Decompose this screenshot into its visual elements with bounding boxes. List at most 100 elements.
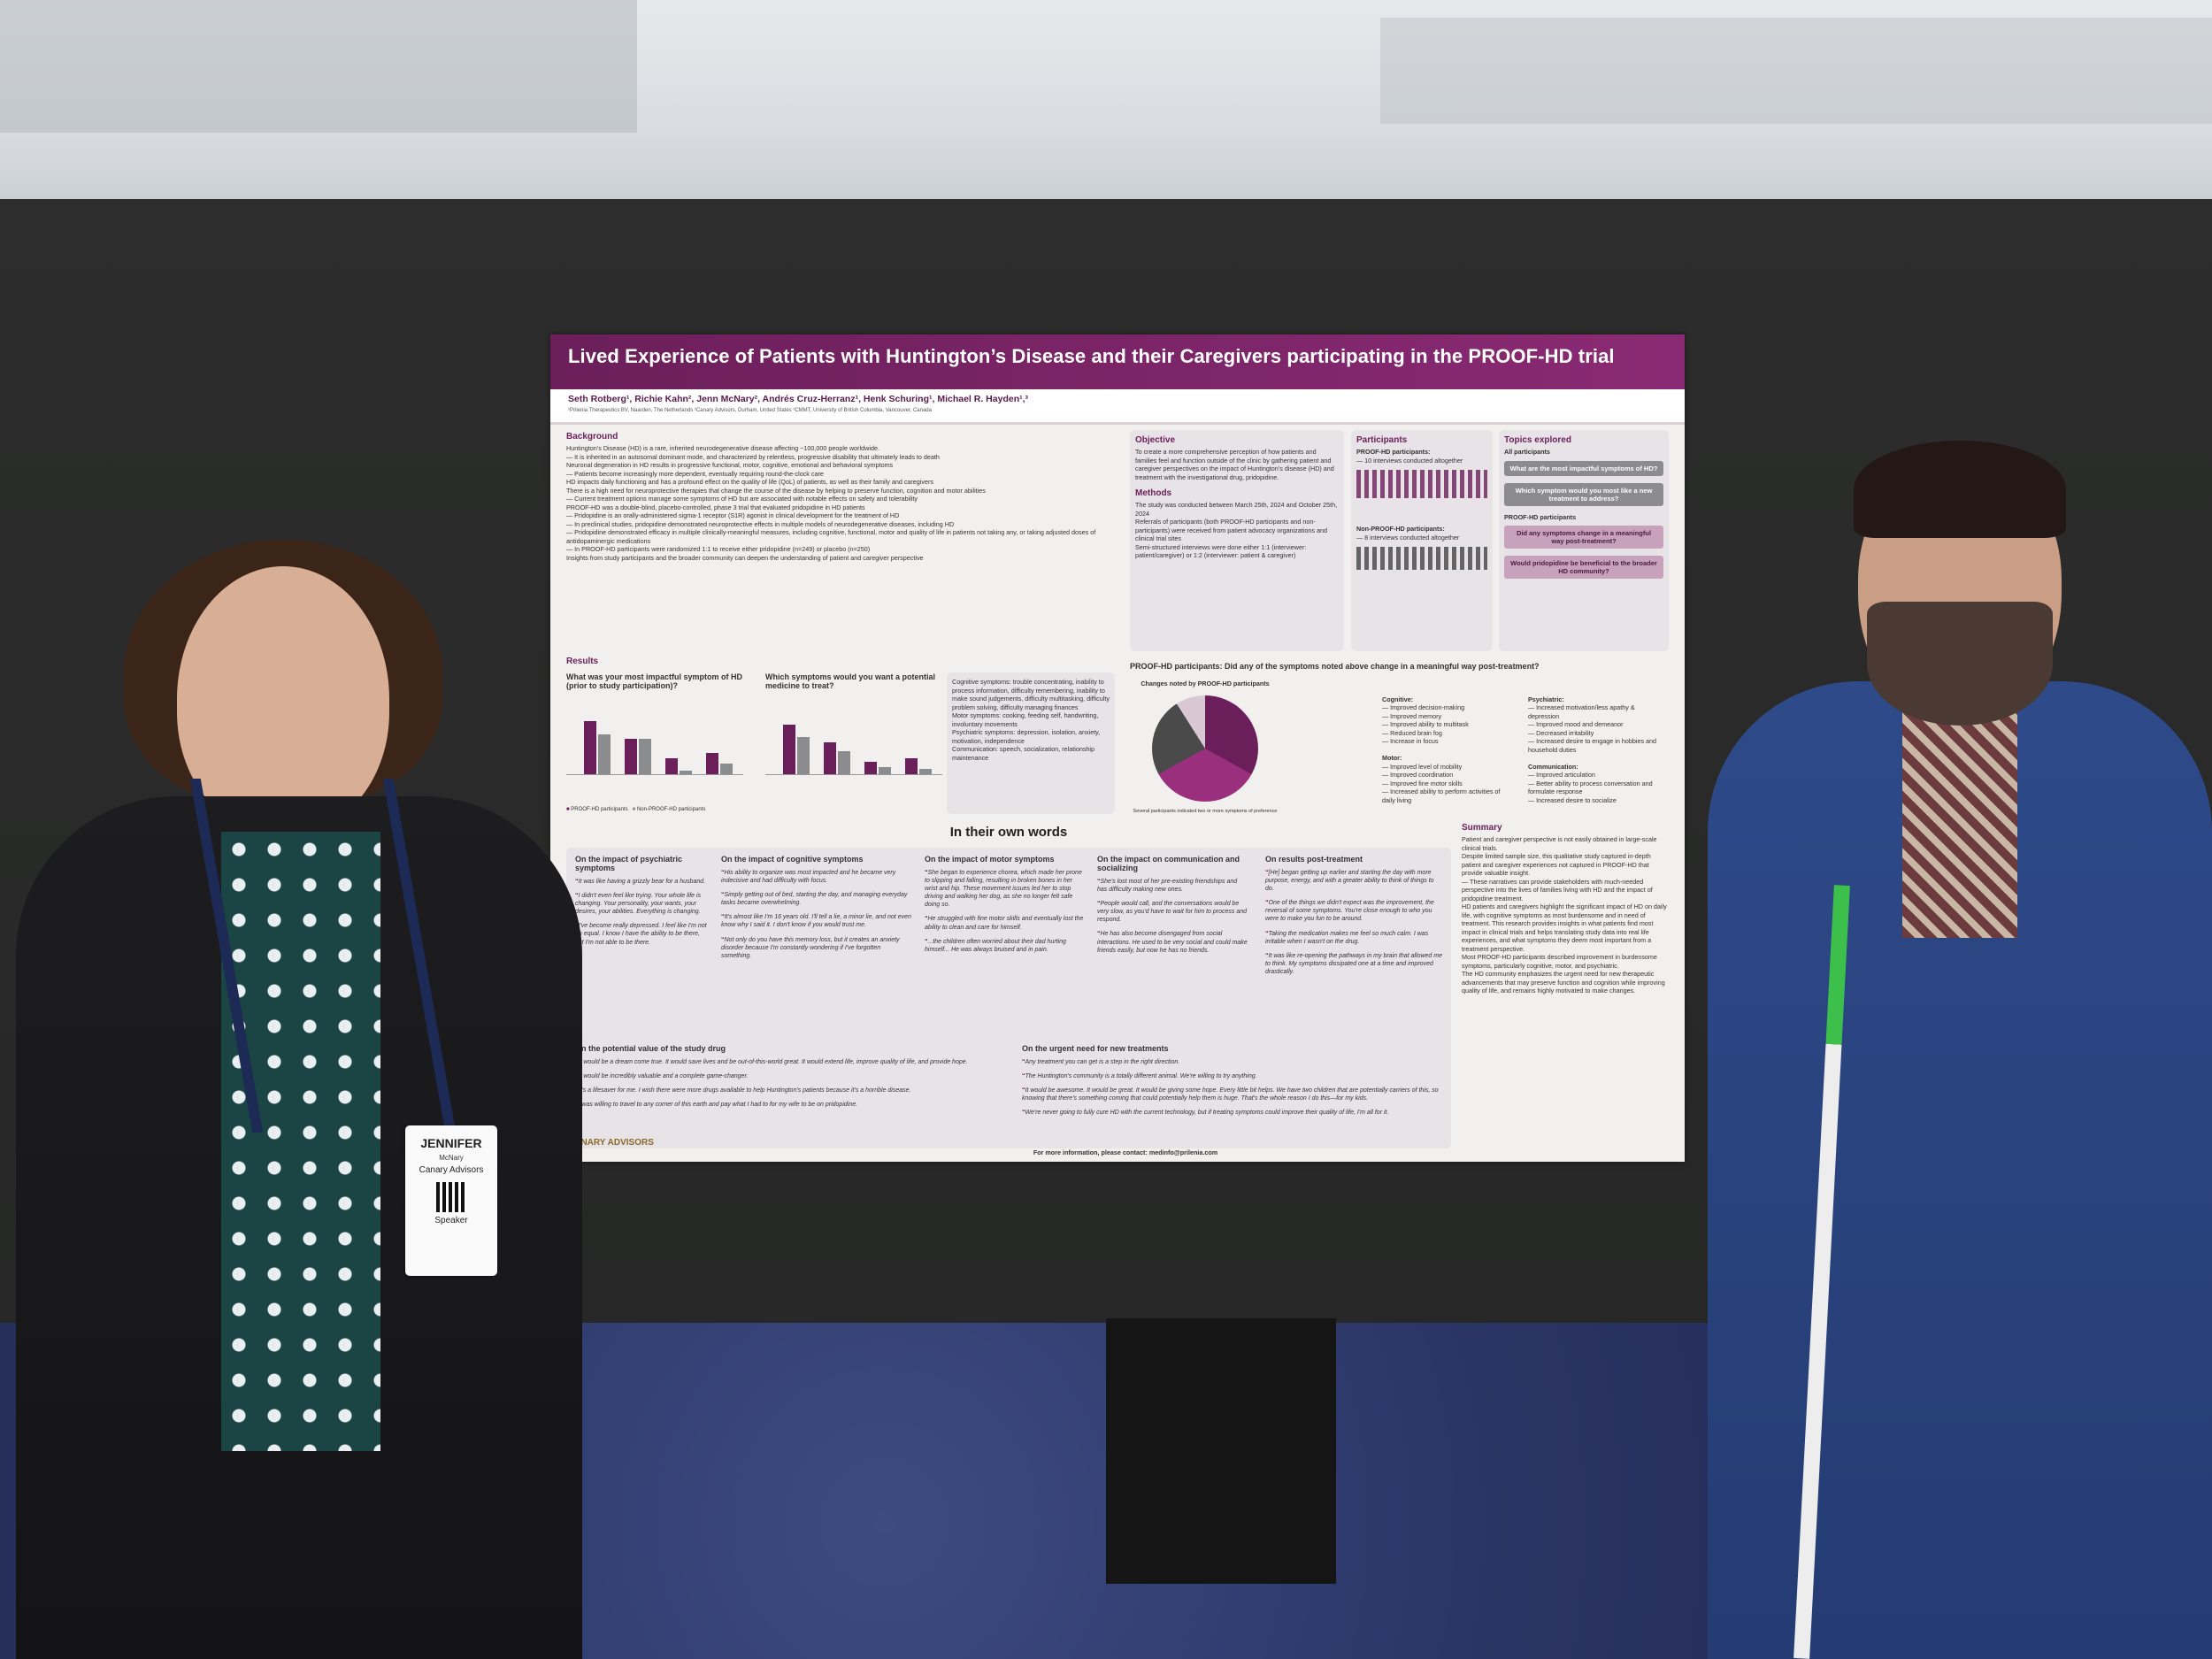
quote-text: Any treatment you can get is a step in t… xyxy=(1025,1059,1180,1065)
quote-text: We're never going to fully cure HD with … xyxy=(1025,1110,1389,1117)
quote-text: It would be awesome. It would be great. … xyxy=(1022,1087,1439,1102)
quotes-motor: On the impact of motor symptoms “She beg… xyxy=(925,855,1084,960)
background-item: — Current treatment options manage some … xyxy=(566,495,918,503)
bar xyxy=(919,769,932,774)
quote-text: I was willing to travel to any corner of… xyxy=(578,1102,858,1109)
change-psych-label: Psychiatric: xyxy=(1528,695,1564,703)
bar xyxy=(625,739,637,774)
summary-list: Patient and caregiver perspective is not… xyxy=(1462,835,1670,995)
bar-chart xyxy=(765,695,942,775)
background-heading: Background xyxy=(566,432,618,442)
change-psych-items: — Increased motivation/less apathy & dep… xyxy=(1528,703,1657,754)
bar xyxy=(879,767,891,774)
quotes-heading: On the impact of motor symptoms xyxy=(925,855,1055,864)
quote: “Simply getting out of bed, starting the… xyxy=(721,892,908,907)
quote: “I've become really depressed. I feel li… xyxy=(575,922,708,946)
bar-chart xyxy=(566,695,743,775)
quotes-communication: On the impact on communication and socia… xyxy=(1097,855,1248,961)
results-section: Results What was your most impactful sym… xyxy=(566,657,1115,816)
change-psychiatric: Psychiatric: — Increased motivation/less… xyxy=(1528,687,1665,813)
person-left-face xyxy=(177,566,389,832)
badge-last-name: McNary xyxy=(439,1154,464,1162)
summary-item: The HD community emphasizes the urgent n… xyxy=(1462,970,1665,995)
summary-item: Most PROOF-HD participants described imp… xyxy=(1462,953,1657,970)
quote-text: The Huntington's community is a totally … xyxy=(1025,1073,1257,1080)
legend-non: Non-PROOF-HD participants xyxy=(636,807,706,812)
quote: “His ability to organize was most impact… xyxy=(721,870,896,885)
summary-item: HD patients and caregivers highlight the… xyxy=(1462,902,1667,953)
poster-header: Lived Experience of Patients with Huntin… xyxy=(550,334,1685,389)
background-item: PROOF-HD was a double-blind, placebo-con… xyxy=(566,503,865,511)
quotes-heading: On the impact on communication and socia… xyxy=(1097,855,1240,872)
proof-participants-heading: PROOF-HD participants: xyxy=(1356,448,1431,456)
background-list: Huntington’s Disease (HD) is a rare, inh… xyxy=(566,444,1133,562)
quotes-psych: On the impact of psychiatric symptoms “I… xyxy=(575,855,708,953)
quote-text: His ability to organize was most impacte… xyxy=(721,870,896,885)
quotes-heading: On the impact of cognitive symptoms xyxy=(721,855,864,864)
background-item: — In PROOF-HD participants were randomiz… xyxy=(566,545,871,553)
quote: “Taking the medication makes me feel so … xyxy=(1265,930,1429,945)
quote-text: She began to experience chorea, which ma… xyxy=(925,870,1082,909)
participants-heading: Participants xyxy=(1356,435,1408,445)
background-item: There is a high need for neuroprotective… xyxy=(566,486,986,495)
quote: “...the children often worried about the… xyxy=(925,938,1066,953)
quote-text: It would be incredibly valuable and a co… xyxy=(578,1073,749,1080)
change-cognitive-label: Cognitive: xyxy=(1382,695,1414,703)
symptom-notes-box: Cognitive symptoms: trouble concentratin… xyxy=(947,672,1115,814)
quote-text: I've become really depressed. I feel lik… xyxy=(575,923,707,946)
symptom-note: Psychiatric symptoms: depression, isolat… xyxy=(952,728,1101,745)
poster-body: Background Huntington’s Disease (HD) is … xyxy=(550,425,1685,1162)
methods-heading: Methods xyxy=(1135,488,1172,498)
non-proof-participants-text: — 8 interviews conducted altogether xyxy=(1356,533,1460,541)
quote: “People would call, and the conversation… xyxy=(1097,901,1248,924)
quotes-box: On the impact of psychiatric symptoms “I… xyxy=(566,848,1451,1148)
quotes-heading: On results post-treatment xyxy=(1265,855,1363,864)
quote: “The Huntington's community is a totally… xyxy=(1022,1073,1257,1080)
bar xyxy=(598,734,611,774)
badge-role: Speaker xyxy=(434,1216,468,1225)
methods-item: The study was conducted between March 25… xyxy=(1135,501,1338,518)
quote: “He has also become disengaged from soci… xyxy=(1097,931,1248,954)
quote: “He struggled with fine motor skills and… xyxy=(925,916,1084,931)
quote: “It's a lifesaver for me. I wish there w… xyxy=(575,1087,1009,1094)
change-cognitive: Cognitive: — Improved decision-making — … xyxy=(1382,687,1515,813)
quote-text: ...the children often worried about thei… xyxy=(925,938,1066,953)
pie-note: Several participants indicated two or mo… xyxy=(1133,808,1278,814)
background-item: — Patients become increasingly more depe… xyxy=(566,469,824,478)
participants-box: Participants PROOF-HD participants: — 10… xyxy=(1351,430,1493,651)
quote-text: One of the things we didn't expect was t… xyxy=(1265,900,1434,923)
background-section: Background Huntington’s Disease (HD) is … xyxy=(566,432,1133,562)
quote: “It would be incredibly valuable and a c… xyxy=(575,1072,1009,1080)
objective-heading: Objective xyxy=(1135,435,1176,445)
pie-chart-block: Changes noted by PROOF-HD participants S… xyxy=(1130,680,1280,815)
poster-authors: Seth Rotberg¹, Richie Kahn², Jenn McNary… xyxy=(568,394,1029,404)
background-item: HD impacts daily functioning and has a p… xyxy=(566,478,933,486)
people-icons xyxy=(1356,470,1487,498)
person-left-polka-dot-top xyxy=(221,832,380,1451)
quote-text: It's a lifesaver for me. I wish there we… xyxy=(578,1087,911,1094)
quote-text: Not only do you have this memory loss, b… xyxy=(721,936,900,959)
background-item: Huntington’s Disease (HD) is a rare, inh… xyxy=(566,444,879,452)
change-heading: PROOF-HD participants: Did any of the sy… xyxy=(1130,662,1540,671)
change-section: PROOF-HD participants: Did any of the sy… xyxy=(1130,662,1670,821)
bar xyxy=(838,751,850,774)
results-heading: Results xyxy=(566,657,599,666)
research-poster: Lived Experience of Patients with Huntin… xyxy=(550,334,1685,1162)
quote: “It was like re-opening the pathways in … xyxy=(1265,952,1442,975)
person-right-hair xyxy=(1854,441,2066,538)
topic-item: Which symptom would you most like a new … xyxy=(1504,482,1663,506)
quote: “I didn't even feel like trying. Your wh… xyxy=(575,893,702,916)
quote: “It's almost like I'm 16 years old. I'll… xyxy=(721,914,911,929)
change-comm-items: — Improved articulation — Better ability… xyxy=(1528,771,1653,804)
change-motor-label: Motor: xyxy=(1382,754,1402,762)
quote: “I was willing to travel to any corner o… xyxy=(575,1101,1009,1109)
bar xyxy=(665,758,678,774)
badge-organization: Canary Advisors xyxy=(419,1165,484,1175)
quote-text: It was like re-opening the pathways in m… xyxy=(1265,952,1442,975)
change-comm-label: Communication: xyxy=(1528,762,1578,771)
chart-question: What was your most impactful symptom of … xyxy=(566,672,743,690)
topic-item: Would pridopidine be beneficial to the b… xyxy=(1504,556,1663,579)
person-right-plaid-shirt xyxy=(1902,708,2017,938)
methods-list: The study was conducted between March 25… xyxy=(1135,501,1339,560)
